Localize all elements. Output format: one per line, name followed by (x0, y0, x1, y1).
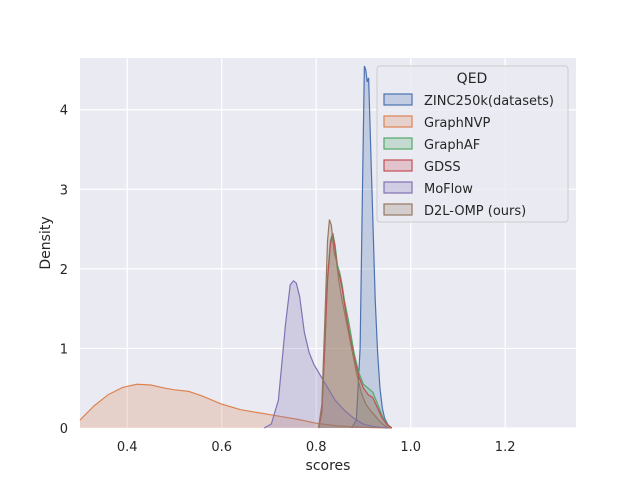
y-tick-label: 4 (60, 104, 68, 119)
legend-swatch (383, 203, 413, 216)
density-area (351, 65, 392, 429)
density-area (318, 233, 392, 428)
legend: QED ZINC250k(datasets) GraphNVP GraphAF GDS… (376, 65, 569, 223)
legend-items: ZINC250k(datasets) GraphNVP GraphAF GDSS MoF… (383, 93, 554, 219)
x-tick-label: 1.0 (400, 440, 421, 455)
y-tick-label: 0 (60, 422, 68, 437)
legend-label: D2L-OMP (ours) (424, 204, 526, 219)
x-tick-labels: 0.4 0.6 0.8 1.0 1.2 (117, 440, 516, 455)
density-areas (79, 65, 393, 429)
density-area (318, 219, 390, 428)
legend-label: GraphNVP (424, 116, 490, 131)
y-tick-labels: 0 1 2 3 4 (60, 104, 68, 437)
x-tick-label: 1.2 (495, 440, 516, 455)
density-area (318, 233, 392, 428)
legend-label: GDSS (424, 160, 461, 175)
legend-title: QED (457, 71, 488, 87)
y-tick-label: 3 (60, 183, 68, 198)
density-line (79, 383, 392, 429)
y-axis-label: Density (38, 216, 54, 269)
density-area (80, 384, 392, 428)
x-axis-label: scores (306, 458, 351, 474)
legend-label: ZINC250k(datasets) (424, 94, 554, 109)
density-line (263, 279, 388, 429)
density-area (264, 280, 388, 428)
legend-label: MoFlow (424, 182, 473, 197)
density-line (351, 65, 393, 429)
x-tick-label: 0.4 (117, 440, 138, 455)
x-tick-label: 0.6 (211, 440, 232, 455)
legend-swatch (383, 93, 413, 106)
legend-swatch (383, 159, 413, 172)
legend-label: GraphAF (424, 138, 480, 153)
legend-swatch (383, 115, 413, 128)
y-tick-label: 2 (60, 263, 68, 278)
density-line (317, 232, 393, 429)
density-line (317, 219, 390, 429)
x-tick-label: 0.8 (306, 440, 327, 455)
legend-swatch (383, 181, 413, 194)
y-tick-label: 1 (60, 342, 68, 357)
legend-box (376, 65, 569, 223)
legend-swatch (383, 137, 413, 150)
